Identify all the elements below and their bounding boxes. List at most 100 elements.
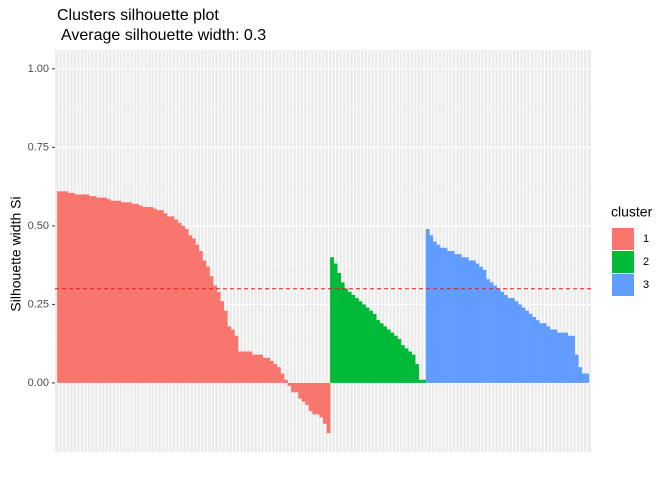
bar bbox=[117, 200, 122, 383]
bar bbox=[503, 294, 508, 383]
bar bbox=[521, 307, 526, 383]
legend-key bbox=[612, 228, 634, 250]
bar bbox=[138, 205, 143, 383]
bar bbox=[436, 244, 441, 383]
bar bbox=[276, 367, 281, 383]
bar bbox=[507, 298, 512, 383]
bar bbox=[567, 335, 572, 383]
bar bbox=[535, 320, 540, 383]
bar bbox=[135, 203, 139, 383]
bar bbox=[120, 202, 125, 383]
bar bbox=[124, 202, 129, 383]
y-tick-label: 0.75 bbox=[28, 141, 49, 153]
bar bbox=[110, 200, 115, 383]
bar bbox=[415, 364, 420, 383]
bar bbox=[142, 207, 147, 383]
bar bbox=[457, 254, 462, 383]
bar bbox=[326, 382, 331, 434]
bar bbox=[259, 354, 264, 383]
bar bbox=[64, 191, 69, 383]
bar bbox=[330, 257, 334, 383]
bar bbox=[361, 304, 366, 383]
bar bbox=[223, 310, 228, 383]
bar bbox=[269, 360, 274, 383]
bar bbox=[92, 196, 97, 383]
bar bbox=[496, 288, 501, 383]
bar bbox=[539, 323, 544, 383]
bar bbox=[113, 200, 118, 383]
bar bbox=[556, 332, 561, 383]
bar bbox=[291, 382, 295, 393]
bar bbox=[131, 203, 136, 383]
bar bbox=[262, 357, 267, 383]
bar bbox=[383, 326, 388, 383]
bar bbox=[386, 329, 391, 383]
bar bbox=[372, 313, 377, 383]
bar bbox=[400, 345, 405, 383]
bar bbox=[337, 272, 342, 383]
bar bbox=[230, 329, 235, 383]
bar bbox=[315, 382, 320, 415]
bar bbox=[510, 298, 515, 383]
bar bbox=[103, 197, 108, 383]
bar bbox=[237, 351, 242, 383]
y-tick-label: 1.00 bbox=[28, 63, 49, 75]
bar bbox=[475, 263, 480, 383]
bar bbox=[266, 357, 271, 383]
bar bbox=[202, 260, 207, 383]
bar bbox=[170, 216, 175, 383]
bar bbox=[184, 229, 189, 383]
bar bbox=[393, 335, 398, 383]
bar bbox=[319, 382, 324, 418]
bar bbox=[404, 348, 409, 383]
bar bbox=[574, 354, 579, 383]
bar bbox=[209, 276, 214, 383]
bar bbox=[308, 382, 313, 412]
bar bbox=[532, 316, 536, 383]
y-tick-label: 0.00 bbox=[28, 377, 49, 389]
bar bbox=[106, 199, 111, 383]
bar bbox=[89, 196, 93, 383]
bar bbox=[553, 329, 558, 383]
bar bbox=[347, 291, 352, 383]
legend-key bbox=[612, 251, 634, 273]
bar bbox=[298, 382, 303, 399]
legend-label: 1 bbox=[643, 233, 649, 245]
bar bbox=[564, 332, 568, 383]
bar bbox=[461, 257, 466, 383]
y-tick-label: 0.50 bbox=[28, 220, 49, 232]
bar bbox=[468, 260, 473, 383]
bar bbox=[390, 332, 395, 383]
bar bbox=[581, 373, 586, 383]
bar bbox=[333, 263, 338, 383]
bar bbox=[425, 229, 430, 383]
bar bbox=[514, 301, 519, 383]
bar bbox=[145, 207, 150, 383]
bar bbox=[471, 260, 476, 383]
bar bbox=[369, 310, 373, 383]
bar bbox=[493, 285, 498, 383]
bar bbox=[546, 326, 551, 383]
bar bbox=[585, 373, 590, 383]
bar bbox=[220, 301, 225, 383]
bar bbox=[252, 354, 256, 383]
bar bbox=[560, 332, 565, 383]
bar bbox=[294, 382, 299, 393]
bar bbox=[454, 254, 459, 383]
bar bbox=[159, 210, 164, 383]
bar bbox=[305, 382, 310, 405]
bar bbox=[99, 197, 104, 383]
legend-label: 3 bbox=[643, 279, 649, 291]
bar bbox=[227, 326, 232, 383]
bar bbox=[422, 379, 427, 383]
bar bbox=[177, 222, 182, 383]
bar bbox=[67, 192, 72, 383]
bar bbox=[489, 282, 494, 383]
bar bbox=[174, 219, 178, 383]
bar bbox=[273, 364, 278, 383]
bar bbox=[578, 367, 583, 383]
bar bbox=[482, 269, 487, 383]
bar bbox=[128, 202, 132, 383]
bar bbox=[344, 288, 349, 383]
bar bbox=[358, 301, 363, 383]
